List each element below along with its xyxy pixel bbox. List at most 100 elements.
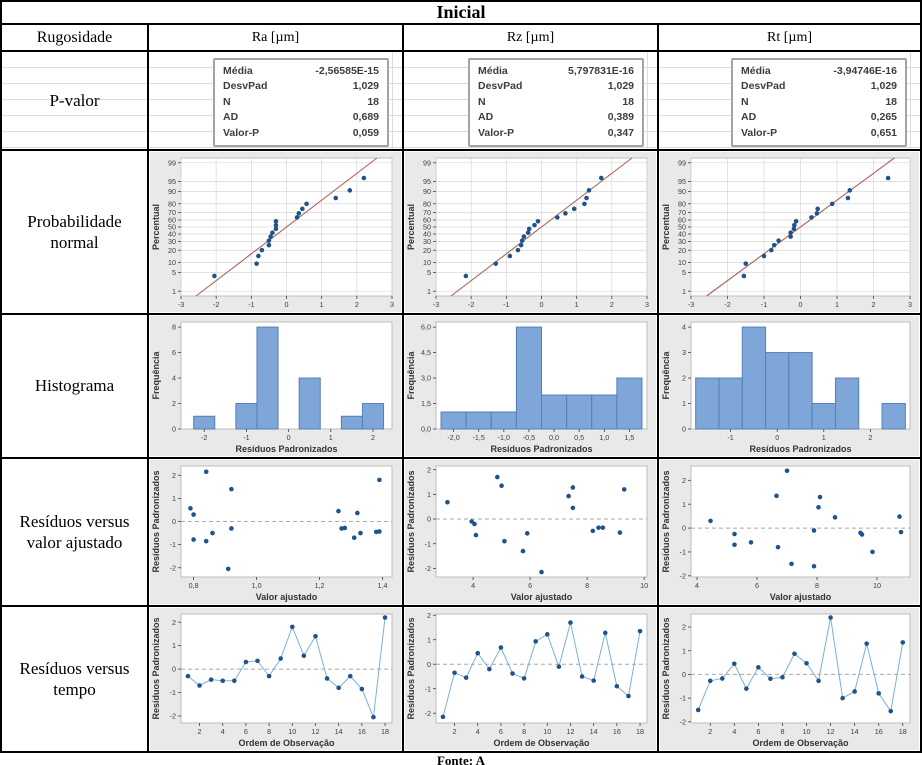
svg-text:1: 1	[320, 300, 324, 309]
svg-text:0: 0	[427, 660, 431, 669]
row-label-residuos-valor-ajustado: Resíduos versus valor ajustado	[2, 459, 149, 607]
svg-text:0: 0	[682, 425, 686, 434]
stats-row: Valor-P 0,651	[741, 126, 897, 139]
svg-text:10: 10	[543, 727, 551, 736]
svg-text:5: 5	[427, 268, 431, 277]
svg-text:0: 0	[682, 524, 686, 533]
svg-text:Resíduos Padronizados: Resíduos Padronizados	[661, 617, 671, 719]
svg-text:1: 1	[822, 433, 826, 442]
svg-text:0: 0	[799, 300, 803, 309]
svg-text:14: 14	[851, 727, 859, 736]
svg-text:16: 16	[358, 727, 366, 736]
svg-text:80: 80	[678, 199, 686, 208]
svg-text:0: 0	[540, 300, 544, 309]
stats-row: DesvPad 1,029	[478, 80, 634, 93]
stats-cell-ra: Média -2,56585E-15 DesvPad 1,029 N 18 AD 0,6…	[149, 52, 404, 151]
svg-text:99: 99	[168, 158, 176, 167]
svg-text:-2: -2	[213, 300, 219, 309]
svg-text:-1: -1	[727, 433, 733, 442]
svg-text:20: 20	[423, 246, 431, 255]
svg-text:70: 70	[423, 208, 431, 217]
svg-text:Resíduos Padronizados: Resíduos Padronizados	[151, 617, 161, 719]
stats-row: N 18	[223, 95, 379, 108]
svg-text:1: 1	[682, 500, 686, 509]
svg-text:12: 12	[566, 727, 574, 736]
svg-text:4,5: 4,5	[421, 348, 431, 357]
svg-text:-1: -1	[425, 684, 431, 693]
svg-text:1: 1	[427, 490, 431, 499]
svg-text:0: 0	[775, 433, 779, 442]
svg-text:2: 2	[427, 465, 431, 474]
stats-cell-rz: Média 5,797831E-16 DesvPad 1,029 N 18 AD 0,3…	[404, 52, 659, 151]
row-label-residuos-tempo: Resíduos versus tempo	[2, 607, 149, 751]
svg-text:10: 10	[873, 581, 881, 590]
svg-text:Resíduos Padronizados: Resíduos Padronizados	[406, 617, 416, 719]
svg-text:-3: -3	[178, 300, 184, 309]
stats-box-ra: Média -2,56585E-15 DesvPad 1,029 N 18 AD 0,6…	[213, 58, 389, 148]
svg-text:Percentual: Percentual	[661, 204, 671, 250]
residuals-vs-fitted-rt: 4 6 8 10 -2 -1 0 1 2 Valor ajustado Resíduos Padro…	[660, 460, 919, 604]
svg-text:0: 0	[172, 665, 176, 674]
svg-text:10: 10	[168, 258, 176, 267]
svg-text:4: 4	[471, 581, 475, 590]
svg-text:2: 2	[355, 300, 359, 309]
svg-text:60: 60	[168, 216, 176, 225]
svg-text:2: 2	[172, 471, 176, 480]
svg-text:3: 3	[390, 300, 394, 309]
svg-text:16: 16	[613, 727, 621, 736]
svg-text:0,0: 0,0	[549, 433, 559, 442]
svg-text:50: 50	[168, 223, 176, 232]
svg-text:4: 4	[172, 374, 176, 383]
stats-row: AD 0,689	[223, 111, 379, 124]
svg-text:-1: -1	[243, 433, 249, 442]
histogram-rz: -2,0 -1,5 -1,0 -0,5 0,0 0,5 1,0 1,5 0,0 1,5 3,0 4,5…	[405, 316, 656, 456]
stats-cell-rt: Média -3,94746E-16 DesvPad 1,029 N 18 AD 0,2…	[659, 52, 920, 151]
svg-text:90: 90	[168, 187, 176, 196]
svg-text:0: 0	[682, 670, 686, 679]
svg-text:-1: -1	[503, 300, 509, 309]
normal-probability-plot-ra: -3 -2 -1 0 1 2 3 1 5 10 20 30 40 50 60 70 80 90 95 99 Percen…	[150, 152, 401, 312]
stats-row: Média -3,94746E-16	[741, 65, 897, 77]
svg-text:2: 2	[172, 399, 176, 408]
svg-text:10: 10	[678, 258, 686, 267]
svg-text:40: 40	[168, 230, 176, 239]
svg-text:70: 70	[168, 208, 176, 217]
histogram-ra: -2 -1 0 1 2 0 2 4 6 8 Resíduos Padronizados Frequên…	[150, 316, 401, 456]
svg-text:Valor ajustado: Valor ajustado	[770, 592, 832, 602]
svg-text:-2: -2	[724, 300, 730, 309]
svg-text:16: 16	[875, 727, 883, 736]
svg-text:60: 60	[423, 216, 431, 225]
svg-text:Resíduos Padronizados: Resíduos Padronizados	[151, 470, 161, 572]
svg-text:12: 12	[311, 727, 319, 736]
svg-text:-1: -1	[248, 300, 254, 309]
svg-text:20: 20	[168, 246, 176, 255]
svg-text:5: 5	[172, 268, 176, 277]
svg-text:Ordem de Observação: Ordem de Observação	[238, 738, 335, 748]
stats-row: Média -2,56585E-15	[223, 65, 379, 77]
svg-text:70: 70	[678, 208, 686, 217]
svg-text:3: 3	[682, 348, 686, 357]
svg-text:80: 80	[168, 199, 176, 208]
svg-text:-2: -2	[680, 571, 686, 580]
svg-text:Resíduos Padronizados: Resíduos Padronizados	[749, 444, 851, 454]
svg-text:99: 99	[423, 158, 431, 167]
svg-text:Resíduos Padronizados: Resíduos Padronizados	[661, 470, 671, 572]
stats-row: Valor-P 0,347	[478, 126, 634, 139]
svg-text:4: 4	[476, 727, 480, 736]
svg-text:-2: -2	[680, 717, 686, 726]
stats-row: AD 0,265	[741, 111, 897, 124]
svg-text:-2: -2	[170, 712, 176, 721]
svg-text:1: 1	[682, 287, 686, 296]
svg-text:0: 0	[427, 515, 431, 524]
svg-text:8: 8	[522, 727, 526, 736]
svg-text:1: 1	[575, 300, 579, 309]
svg-text:50: 50	[678, 223, 686, 232]
svg-text:40: 40	[423, 230, 431, 239]
svg-text:8: 8	[780, 727, 784, 736]
stats-box-rz: Média 5,797831E-16 DesvPad 1,029 N 18 AD 0,3…	[468, 58, 644, 148]
svg-text:0,8: 0,8	[189, 581, 199, 590]
svg-text:10: 10	[288, 727, 296, 736]
svg-text:6: 6	[499, 727, 503, 736]
svg-text:95: 95	[678, 177, 686, 186]
